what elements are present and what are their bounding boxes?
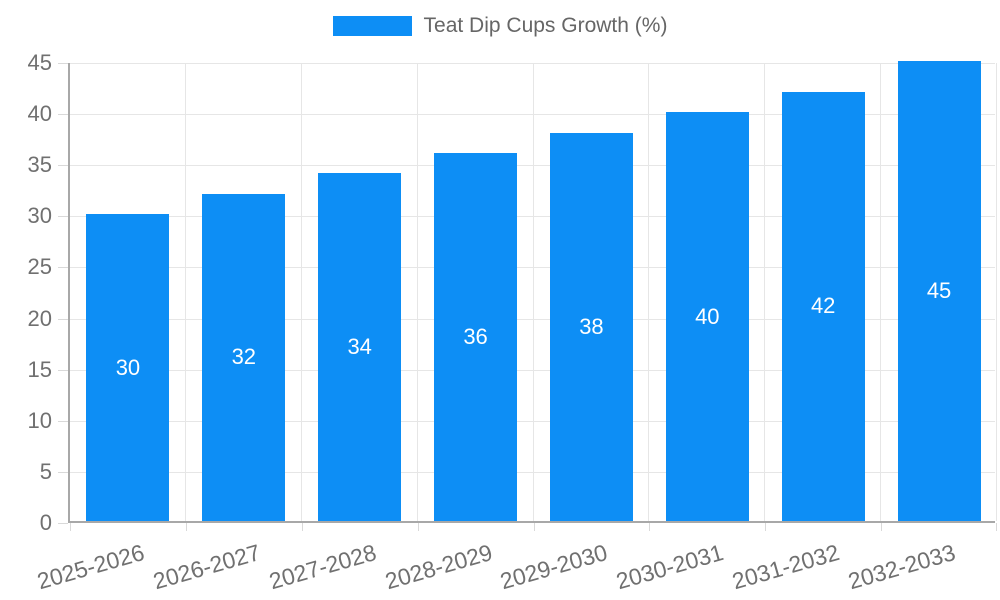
bar-value-label: 36 (463, 324, 488, 349)
y-tick-label: 10 (27, 407, 52, 433)
y-axis-tick (58, 114, 68, 116)
bar[interactable]: 38 (549, 132, 633, 521)
bar-value-label: 30 (115, 354, 141, 380)
bar-value-label: 45 (926, 278, 952, 303)
x-tick-label: 2032-2033 (845, 539, 959, 595)
x-axis-labels: 2025-2026 2026-2027 2027-2028 2028-2029 2029… (34, 531, 995, 600)
y-tick-label: 15 (27, 356, 52, 382)
y-tick-label: 45 (27, 50, 52, 75)
y-axis-tick (58, 420, 68, 422)
y-tick-label: 30 (27, 203, 52, 229)
x-axis-tick (70, 523, 71, 531)
x-axis-tick (533, 523, 535, 531)
y-axis-tick (58, 165, 68, 167)
bar[interactable]: 36 (434, 153, 518, 521)
x-tick-label: 2030-2031 (613, 539, 727, 595)
y-axis-tick (58, 523, 68, 524)
bar-value-label: 38 (579, 313, 604, 339)
x-tick-label: 2025-2026 (34, 539, 148, 595)
bar[interactable]: 34 (318, 173, 402, 521)
x-tick-label: 2031-2032 (729, 539, 843, 595)
bar[interactable]: 45 (897, 61, 981, 521)
plot-area: 30 32 34 36 38 40 42 45 (58, 61, 997, 531)
x-gridline (532, 63, 534, 521)
x-tick-label: 2027-2028 (265, 539, 379, 595)
y-axis-tick (58, 63, 68, 64)
y-tick-label: 5 (39, 458, 52, 484)
bar-value-label: 34 (347, 334, 372, 360)
x-axis-tick (185, 523, 187, 531)
legend-item[interactable]: Teat Dip Cups Growth (%) (332, 14, 668, 38)
x-tick-label: 2029-2030 (497, 539, 611, 595)
y-tick-label: 25 (27, 254, 52, 280)
y-tick-label: 20 (27, 305, 52, 331)
x-gridline (880, 63, 882, 521)
bar[interactable]: 42 (781, 91, 865, 521)
bar-value-label: 40 (695, 303, 720, 329)
legend-label: Teat Dip Cups Growth (%) (423, 14, 668, 37)
bar[interactable]: 32 (202, 193, 286, 521)
x-gridline (648, 63, 650, 521)
x-axis-tick (417, 523, 419, 531)
chart-legend: Teat Dip Cups Growth (%) (0, 14, 1000, 38)
x-gridline (764, 63, 766, 521)
y-axis-tick (58, 471, 68, 473)
x-gridline (300, 63, 302, 521)
x-gridline (184, 63, 186, 521)
bar-value-label: 42 (810, 293, 836, 319)
x-axis-tick (649, 523, 651, 531)
y-axis-tick (58, 267, 68, 269)
x-axis-tick (881, 523, 883, 531)
x-axis-tick (765, 523, 767, 531)
y-axis-tick (58, 216, 68, 218)
x-axis-tick (301, 523, 303, 531)
x-tick-label: 2028-2029 (381, 539, 495, 595)
x-gridline (996, 63, 997, 521)
bar[interactable]: 40 (665, 112, 749, 521)
x-tick-label: 2026-2027 (150, 539, 263, 595)
y-axis-tick (58, 318, 68, 320)
y-tick-label: 0 (39, 510, 52, 535)
bar[interactable]: 30 (86, 214, 170, 521)
legend-swatch-icon (332, 16, 412, 36)
bar-value-label: 32 (231, 344, 257, 370)
x-axis-tick (996, 523, 997, 531)
y-tick-label: 40 (27, 101, 52, 127)
y-tick-label: 35 (27, 152, 52, 178)
y-axis-labels: 0 5 10 15 20 25 30 35 40 45 (0, 50, 52, 535)
x-gridline (416, 63, 418, 521)
y-axis-tick (58, 369, 68, 371)
